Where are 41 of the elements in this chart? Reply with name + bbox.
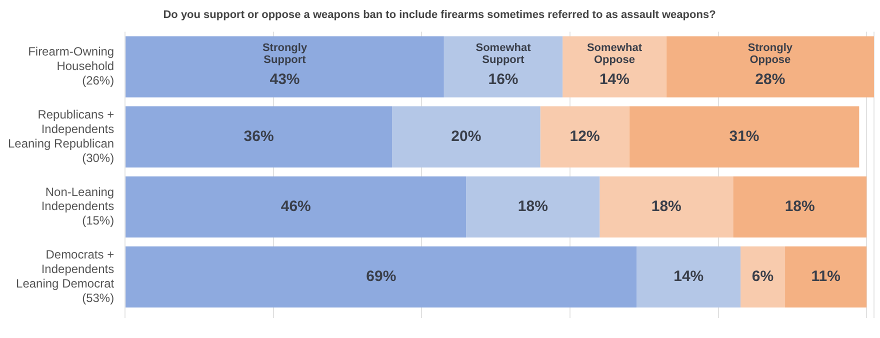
data-label: 36% [244,128,274,146]
data-label: 43% [270,70,300,88]
data-label: 20% [451,128,482,146]
bar [629,106,860,168]
series-label: Somewhat Oppose [586,42,642,66]
series-label: Strongly Oppose [748,42,794,66]
y-tick-label: Democrats + Independents Leaning Democrat (53%) [16,248,115,305]
bar [126,106,392,168]
data-label: 14% [674,268,704,286]
bar [785,246,867,308]
bar [666,36,874,98]
bar [600,176,734,238]
bar [126,246,637,308]
data-label: 11% [811,268,840,286]
bar [466,176,600,238]
series-label: Strongly Support [262,42,308,66]
bar [444,36,563,98]
y-tick-label: Republicans + Independents Leaning Republican (30%) [8,108,114,165]
bar [740,246,786,308]
data-label: 28% [755,70,786,88]
data-label: 69% [366,268,396,286]
data-label: 18% [651,198,682,216]
data-label: 18% [784,198,815,216]
data-label: 12% [570,128,600,146]
data-label: 16% [488,70,518,88]
bar [562,36,666,98]
data-label: 18% [518,198,548,216]
data-label: 6% [752,268,774,286]
data-label: 14% [599,70,630,88]
bar [636,246,741,308]
y-tick-label: Non-Leaning Independents (15%) [41,184,114,228]
series-label: Somewhat Support [476,42,532,66]
bar [392,106,540,168]
chart-title: Do you support or oppose a weapons ban to include firearms sometimes referred to as assault weapons? [163,9,716,22]
data-label: 31% [729,128,760,146]
bar [540,106,630,168]
bar [126,36,444,98]
y-tick-label: Firearm-Owning Household (26%) [28,44,114,88]
bar [733,176,867,238]
bar [126,176,466,238]
data-label: 46% [280,198,311,216]
